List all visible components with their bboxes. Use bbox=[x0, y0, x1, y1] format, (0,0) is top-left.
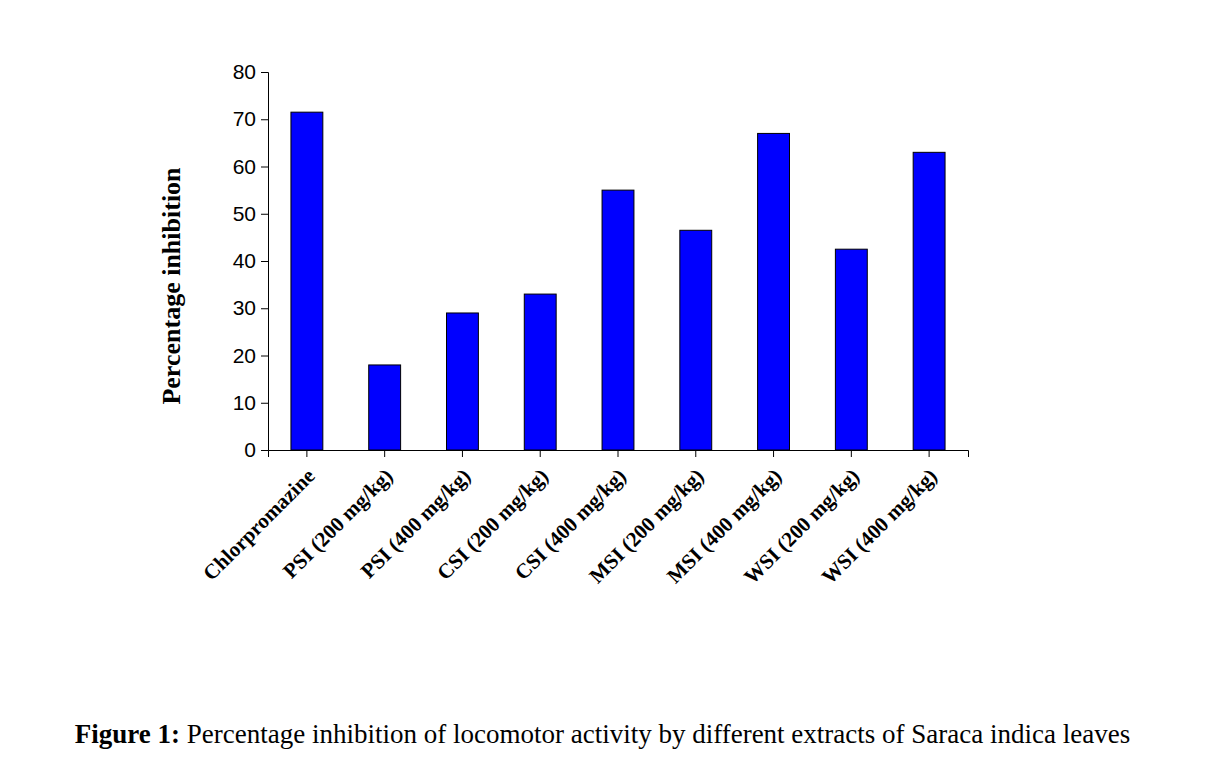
x-tick-label: WSI (400 mg/kg) bbox=[817, 464, 942, 589]
y-tick-label: 60 bbox=[233, 155, 256, 178]
y-axis-line bbox=[261, 73, 269, 451]
y-tick: 10 bbox=[233, 391, 268, 414]
x-tick-mark bbox=[462, 450, 463, 457]
bar bbox=[291, 112, 323, 450]
y-tick-mark bbox=[261, 119, 268, 120]
bars bbox=[291, 112, 945, 450]
y-tick-label: 70 bbox=[233, 107, 256, 130]
x-axis-line bbox=[269, 451, 969, 458]
y-tick-label: 10 bbox=[233, 391, 256, 414]
y-tick-mark bbox=[261, 450, 268, 451]
chart: 0 10 20 30 40 50 60 70 80 ChlorpromazinePSI (200 … bbox=[0, 0, 1205, 780]
x-tick-mark bbox=[540, 450, 541, 457]
x-tick-mark bbox=[306, 450, 307, 457]
bar bbox=[758, 133, 790, 450]
y-tick-mark bbox=[261, 72, 268, 73]
y-tick-mark bbox=[261, 356, 268, 357]
y-tick-label: 50 bbox=[233, 202, 256, 225]
y-tick-label: 80 bbox=[233, 60, 256, 83]
bar bbox=[602, 190, 634, 450]
x-tick-mark bbox=[618, 450, 619, 457]
x-tick: WSI (400 mg/kg) bbox=[817, 450, 942, 589]
x-tick-mark bbox=[695, 450, 696, 457]
y-tick: 0 bbox=[244, 438, 268, 461]
y-tick-mark bbox=[261, 261, 268, 262]
bar bbox=[447, 313, 479, 450]
y-axis: 0 10 20 30 40 50 60 70 80 bbox=[233, 60, 269, 461]
y-tick: 30 bbox=[233, 296, 268, 319]
y-tick: 70 bbox=[233, 107, 268, 130]
chart-title: Figure 1: Percentage inhibition of locom… bbox=[75, 719, 1130, 749]
y-tick: 20 bbox=[233, 344, 268, 367]
x-tick-mark bbox=[929, 450, 930, 457]
y-tick: 80 bbox=[233, 60, 268, 83]
y-tick-mark bbox=[261, 167, 268, 168]
bar bbox=[680, 230, 712, 450]
y-tick-mark bbox=[261, 214, 268, 215]
x-tick-mark bbox=[384, 450, 385, 457]
y-tick-label: 20 bbox=[233, 344, 256, 367]
bar bbox=[369, 365, 401, 450]
x-tick-mark bbox=[851, 450, 852, 457]
y-tick: 60 bbox=[233, 155, 268, 178]
y-tick-label: 30 bbox=[233, 296, 256, 319]
bar bbox=[835, 249, 867, 450]
bar bbox=[524, 294, 556, 450]
y-tick-label: 40 bbox=[233, 249, 256, 272]
y-tick-mark bbox=[261, 308, 268, 309]
y-tick-label: 0 bbox=[244, 438, 256, 461]
bar bbox=[913, 152, 945, 450]
y-tick: 50 bbox=[233, 202, 268, 225]
y-axis-title: Percentage inhibition bbox=[157, 167, 186, 405]
y-tick-mark bbox=[261, 403, 268, 404]
x-tick-mark bbox=[773, 450, 774, 457]
y-tick: 40 bbox=[233, 249, 268, 272]
plot: 0 10 20 30 40 50 60 70 80 ChlorpromazinePSI (200 … bbox=[198, 60, 968, 589]
x-axis: ChlorpromazinePSI (200 mg/kg)PSI (400 mg… bbox=[198, 450, 968, 589]
